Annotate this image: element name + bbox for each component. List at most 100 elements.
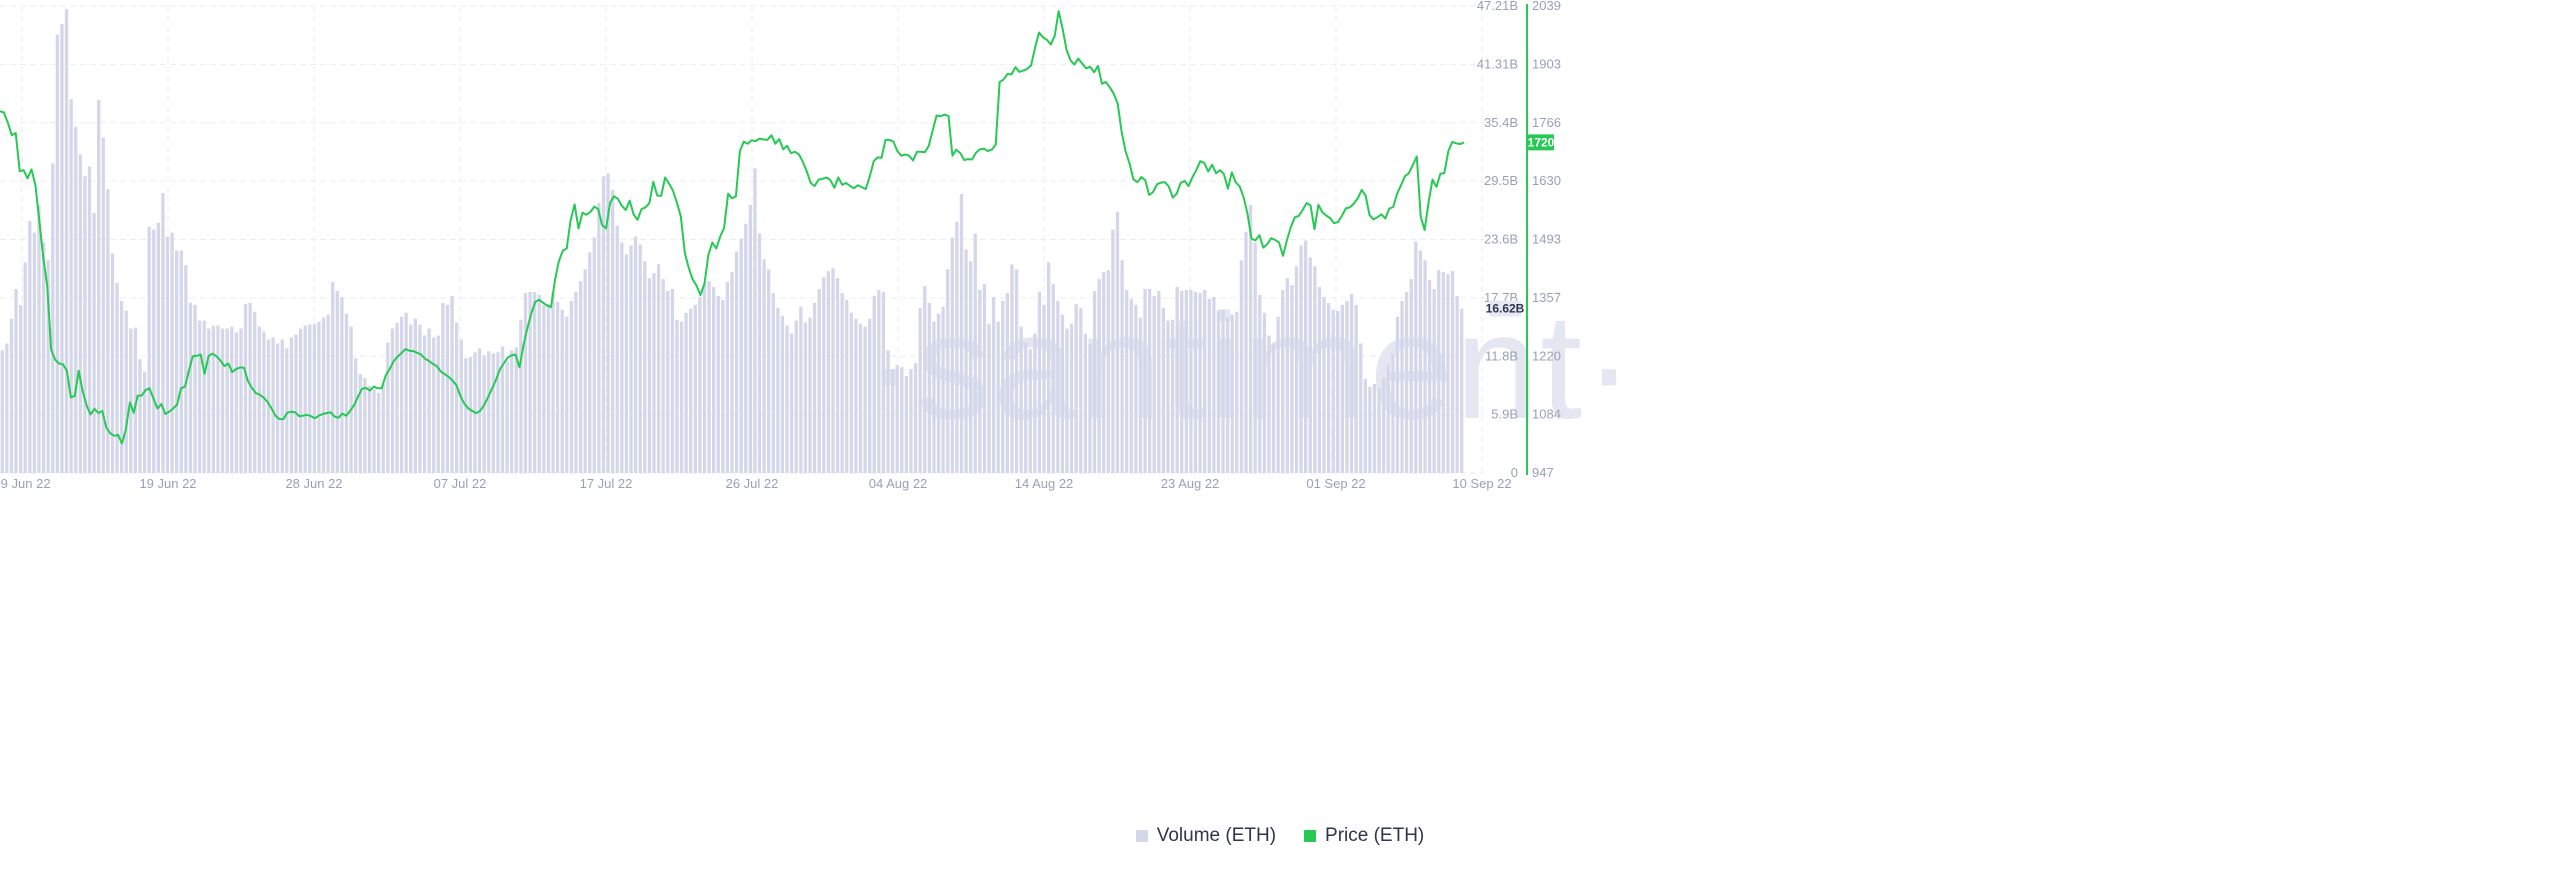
volume-bar [1184, 290, 1188, 473]
volume-bar [1432, 289, 1436, 473]
volume-bar [1308, 257, 1312, 473]
volume-bar [707, 281, 711, 473]
volume-bar [197, 320, 202, 473]
volume-bar [1161, 307, 1166, 473]
volume-bar [803, 322, 808, 473]
volume-bar [1175, 287, 1179, 473]
volume-bar [822, 277, 826, 473]
volume-bar [354, 358, 358, 473]
volume-bar [1106, 270, 1110, 473]
volume-bar [142, 372, 147, 473]
volume-bar [230, 326, 234, 473]
volume-bar [303, 325, 307, 473]
volume-axis-tick-label: 23.6B [1484, 232, 1518, 247]
volume-bar [165, 236, 170, 473]
volume-bar [427, 328, 431, 473]
volume-bar [895, 365, 899, 473]
volume-bar [601, 176, 606, 474]
volume-bar [817, 289, 821, 473]
volume-bar [1299, 245, 1303, 473]
legend-item-volume[interactable]: Volume (ETH) [1135, 825, 1276, 847]
volume-bar [1313, 266, 1317, 473]
volume-bar [588, 252, 592, 473]
volume-bar [790, 333, 794, 473]
volume-bar [716, 295, 720, 473]
volume-bar [454, 322, 459, 473]
volume-bar [5, 343, 9, 473]
volume-bar [1207, 298, 1211, 473]
x-axis-tick-label: 14 Aug 22 [1015, 476, 1074, 491]
volume-bar [1331, 309, 1335, 473]
volume-bar [395, 322, 399, 473]
volume-bar [1193, 291, 1198, 473]
volume-bar [546, 303, 551, 473]
volume-bar [243, 303, 248, 473]
volume-bar [1212, 296, 1216, 473]
volume-bar [1276, 316, 1280, 473]
volume-bar [909, 369, 913, 473]
volume-bar [877, 290, 881, 473]
volume-bar [1418, 250, 1423, 473]
volume-bar [1065, 328, 1069, 473]
volume-bar [500, 346, 505, 473]
volume-bar [533, 291, 537, 473]
volume-bar [83, 176, 87, 474]
volume-bar [868, 318, 872, 473]
volume-bar [14, 289, 18, 473]
volume-bar [565, 316, 569, 473]
volume-bar [780, 315, 785, 473]
volume-bar [1083, 333, 1088, 473]
volume-bar [1253, 242, 1257, 473]
price-last-value-label: 1720 [1528, 135, 1555, 149]
volume-bar [321, 317, 326, 473]
volume-bar [721, 299, 725, 473]
volume-bar [675, 319, 679, 473]
price-last-value-badge [1528, 134, 1554, 151]
volume-bar [991, 296, 996, 473]
volume-bar [266, 339, 271, 473]
volume-bar [41, 242, 46, 473]
volume-bar [464, 358, 468, 473]
volume-bar [638, 244, 642, 473]
volume-bar [1294, 266, 1299, 473]
volume-bar [1079, 307, 1083, 473]
volume-bar [652, 273, 656, 473]
volume-bar [459, 339, 463, 473]
volume-bar [840, 292, 844, 473]
volume-bar [606, 173, 610, 473]
volume-bar [468, 357, 473, 473]
volume-bar [1001, 300, 1005, 473]
volume-bar [317, 321, 321, 473]
volume-bar [858, 323, 863, 473]
legend-item-price[interactable]: Price (ETH) [1304, 825, 1424, 847]
volume-bar [207, 328, 211, 473]
volume-bar [831, 268, 835, 473]
legend: Volume (ETH) Price (ETH) [0, 825, 2560, 847]
volume-bar [794, 320, 798, 473]
x-axis-tick-label: 28 Jun 22 [285, 476, 342, 491]
volume-bar [344, 313, 349, 473]
volume-bar [881, 291, 886, 473]
volume-bar [666, 290, 670, 473]
volume-bar [1322, 296, 1326, 473]
volume-bar [849, 312, 853, 473]
volume-bar [1129, 298, 1133, 473]
volume-bar [923, 286, 927, 473]
x-axis-tick-label: 19 Jun 22 [139, 476, 196, 491]
volume-bar [569, 300, 574, 473]
volume-bar [1239, 260, 1244, 473]
volume-bar [409, 324, 413, 473]
volume-bar [725, 282, 730, 473]
price-line [0, 10, 1465, 445]
volume-bar [179, 250, 183, 473]
volume-bar [0, 350, 4, 473]
volume-bar [941, 306, 945, 473]
volume-bar [436, 335, 440, 473]
volume-bar [1450, 271, 1455, 473]
volume-bar [978, 290, 982, 473]
volume-bar [1088, 343, 1092, 473]
volume-bar [698, 296, 702, 473]
volume-bar [1143, 289, 1147, 473]
volume-bar [959, 194, 964, 474]
